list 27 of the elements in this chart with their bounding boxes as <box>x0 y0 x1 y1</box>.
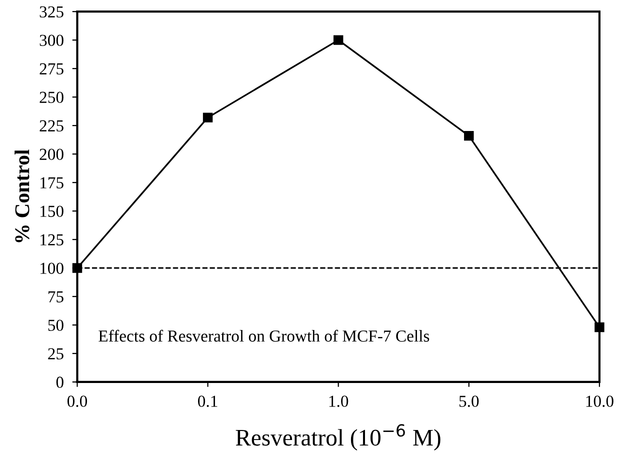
y-tick-label: 150 <box>40 206 64 217</box>
x-axis-title: Resveratrol (10$^{−6}$ M) <box>236 424 440 451</box>
annotation: Effects of Resveratrol on Growth of MCF-7 Cells <box>98 330 430 342</box>
y-tick-label: 250 <box>40 92 64 103</box>
point <box>202 112 213 122</box>
y-tick-label: 25 <box>48 348 64 360</box>
y-tick-label: 275 <box>40 63 64 75</box>
x-tick-label: 5.0 <box>459 396 479 407</box>
x-tick-label: 0.1 <box>198 396 218 407</box>
x-tick-label: 1.0 <box>329 396 348 407</box>
point <box>594 322 604 332</box>
y-tick-label: 225 <box>40 120 64 132</box>
point <box>72 263 82 273</box>
y-tick-label: 100 <box>40 262 64 274</box>
y-tick-label: 300 <box>40 34 64 46</box>
y-tick-label: 200 <box>40 148 64 160</box>
x-tick-label: 10.0 <box>586 396 614 407</box>
x-tick-label: 0.0 <box>67 396 88 407</box>
y-tick-label: 125 <box>40 234 64 246</box>
y-tick-label: 325 <box>40 6 64 18</box>
y-tick-label: 50 <box>48 320 64 331</box>
y-axis-title: % Control <box>14 150 30 242</box>
point <box>464 130 474 141</box>
y-tick-label: 0 <box>56 376 64 388</box>
point <box>333 35 344 45</box>
y-tick-label: 75 <box>48 291 64 302</box>
y-tick-label: 175 <box>40 177 64 188</box>
